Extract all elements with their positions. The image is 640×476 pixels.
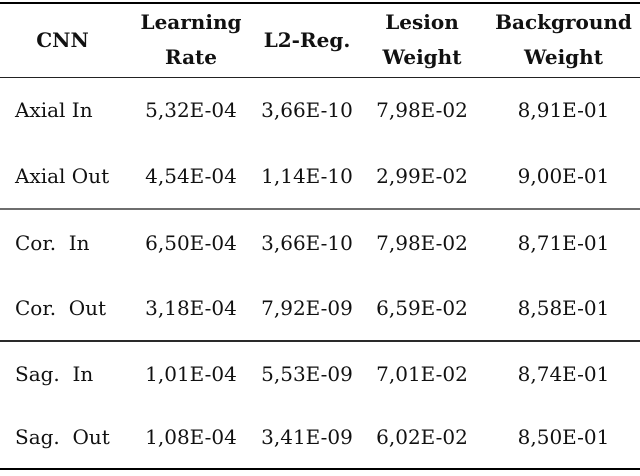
table-cell: 9,00E-01 [487,143,640,210]
column-header-lesion-weight: Lesion Weight [357,3,487,78]
table-cell: 7,01E-02 [376,361,468,386]
row-label: Axial Out [0,143,125,210]
row-label: Cor. Out [0,275,125,342]
table-cell: 8,71E-01 [517,230,610,255]
table-cell: 1,01E-04 [145,361,237,386]
table-row-axial-in: Axial In 5,32E-04 3,66E-10 7,98E-02 8,91… [0,77,640,143]
table-cell: 2,99E-02 [357,143,487,210]
table-row-cor-out: Cor. Out 3,18E-04 7,92E-09 6,59E-02 8,58… [0,275,640,342]
table-cell: 3,66E-10 [261,98,353,123]
table-cell: 8,58E-01 [487,275,640,342]
table-cell: 7,92E-09 [257,275,357,342]
table-row-sag-in: Sag. In 1,01E-04 5,53E-09 7,01E-02 8,74E… [0,341,640,405]
table-cell: 3,41E-09 [261,424,353,449]
table-cell: 1,14E-10 [257,143,357,210]
column-header-background-weight: Background Weight [487,3,640,78]
header-row: CNN Learning Rate L2-Reg. Lesion Weight … [0,3,640,78]
table-cell: 7,98E-02 [376,98,468,123]
table-row-sag-out: Sag. Out 1,08E-04 3,41E-09 6,02E-02 8,50… [0,405,640,469]
table-cell: 5,53E-09 [261,361,353,386]
table-cell: 5,32E-04 [145,98,237,123]
row-label: Axial In [15,98,93,123]
table-row-cor-in: Cor. In 6,50E-04 3,66E-10 7,98E-02 8,71E… [0,209,640,275]
table-cell: 3,18E-04 [125,275,257,342]
row-label: Sag. Out [15,424,110,449]
table-body: Axial In 5,32E-04 3,66E-10 7,98E-02 8,91… [0,77,640,469]
table-cell: 3,66E-10 [261,230,353,255]
table-cell: 6,59E-02 [357,275,487,342]
table-cell: 8,50E-01 [517,424,610,449]
row-label: Sag. In [15,361,94,386]
table-cell: 4,54E-04 [125,143,257,210]
column-header-cnn: CNN [0,3,125,78]
table-cell: 6,50E-04 [145,230,237,255]
table-cell: 7,98E-02 [376,230,468,255]
row-label: Cor. In [15,230,90,255]
table-cell: 1,08E-04 [145,424,237,449]
table-cell: 8,91E-01 [517,98,610,123]
column-header-learning-rate: Learning Rate [125,3,257,78]
table-cell: 6,02E-02 [376,424,468,449]
table-header: CNN Learning Rate L2-Reg. Lesion Weight … [0,3,640,78]
column-header-l2-reg: L2-Reg. [257,3,357,78]
table-cell: 8,74E-01 [517,361,610,386]
table-row-axial-out: Axial Out 4,54E-04 1,14E-10 2,99E-02 9,0… [0,143,640,210]
